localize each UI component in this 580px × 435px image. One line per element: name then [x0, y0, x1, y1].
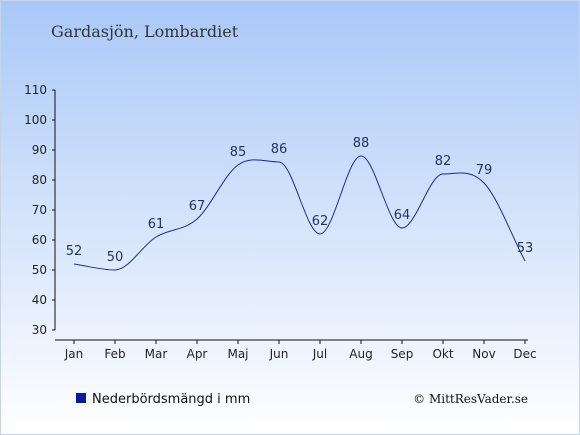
- y-tick-label: 50: [32, 263, 47, 277]
- y-tick-label: 80: [32, 173, 47, 187]
- y-tick-label: 70: [32, 203, 47, 217]
- data-label: 53: [517, 241, 534, 256]
- x-tick-label: Nov: [472, 347, 495, 361]
- data-point: [155, 236, 158, 239]
- x-tick-label: Mar: [145, 347, 168, 361]
- x-tick-label: Jan: [64, 347, 84, 361]
- labels-layer: 52 50 61 67 85 86 62 88 64 82 79 53: [66, 136, 534, 265]
- data-point: [401, 227, 404, 230]
- y-tick-label: 110: [24, 83, 47, 97]
- data-point: [524, 260, 527, 263]
- data-label: 88: [353, 136, 370, 151]
- y-tick-label: 30: [32, 323, 47, 337]
- data-point: [483, 182, 486, 185]
- chart-title: Gardasjön, Lombardiet: [51, 22, 239, 41]
- data-point: [196, 218, 199, 221]
- y-tick-label: 40: [32, 293, 47, 307]
- x-tick-label: Jun: [269, 347, 289, 361]
- axes-layer: 30 40 50 60 70 80 90 100 110 Jan Feb Mar Apr Maj Jun Ju…: [24, 83, 537, 361]
- legend-swatch: [76, 393, 86, 403]
- data-label: 64: [394, 208, 411, 223]
- data-label: 82: [435, 154, 452, 169]
- x-tick-label: Aug: [349, 347, 372, 361]
- y-tick-label: 100: [24, 113, 47, 127]
- data-point: [360, 155, 363, 158]
- data-label: 62: [312, 214, 329, 229]
- data-point: [442, 173, 445, 176]
- credit-text: © MittResVader.se: [413, 392, 528, 406]
- data-point: [278, 161, 281, 164]
- data-point: [114, 269, 117, 272]
- series-layer: [73, 155, 527, 272]
- x-tick-label: Maj: [227, 347, 248, 361]
- data-point: [237, 164, 240, 167]
- data-label: 86: [271, 142, 288, 157]
- data-label: 67: [189, 199, 206, 214]
- data-label: 50: [107, 250, 124, 265]
- y-tick-label: 60: [32, 233, 47, 247]
- data-point: [319, 233, 322, 236]
- x-tick-label: Jul: [312, 347, 327, 361]
- data-label: 85: [230, 145, 247, 160]
- x-tick-label: Feb: [104, 347, 125, 361]
- data-point: [73, 263, 76, 266]
- series-line: [73, 155, 526, 271]
- x-tick-label: Sep: [391, 347, 414, 361]
- legend-label: Nederbördsmängd i mm: [92, 392, 250, 407]
- x-tick-label: Apr: [187, 347, 208, 361]
- data-label: 52: [66, 244, 83, 259]
- x-tick-label: Okt: [432, 347, 453, 361]
- x-tick-label: Dec: [513, 347, 536, 361]
- data-label: 79: [476, 163, 493, 178]
- data-label: 61: [148, 217, 165, 232]
- y-tick-label: 90: [32, 143, 47, 157]
